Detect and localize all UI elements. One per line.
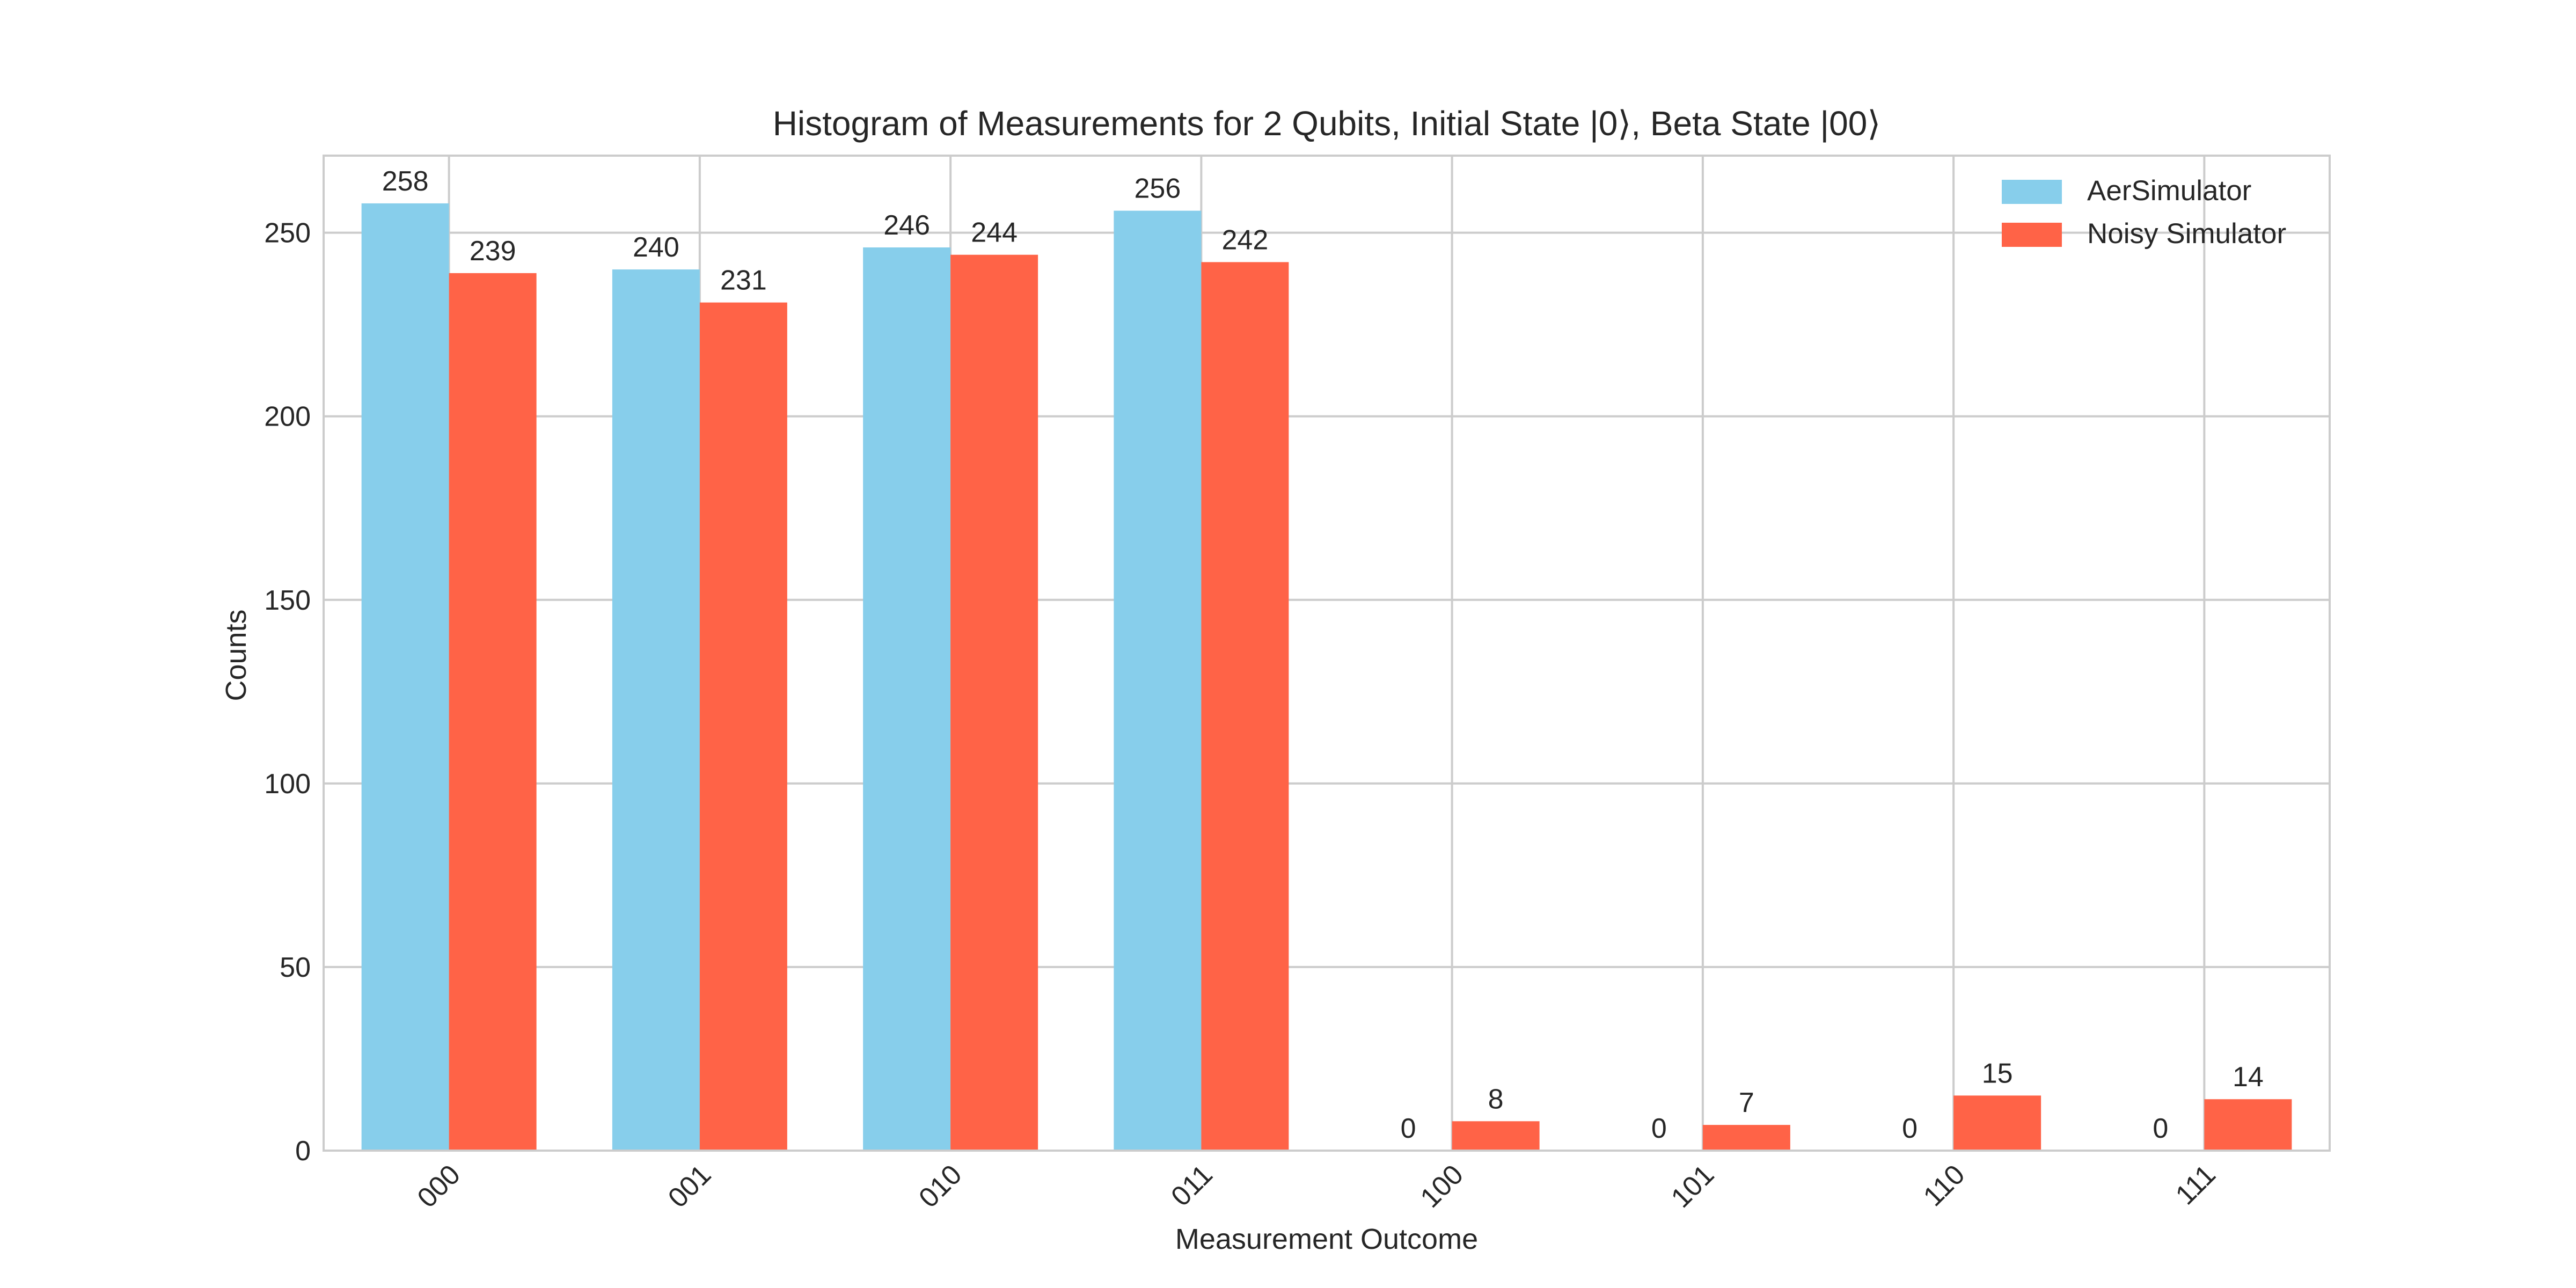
bar [361,203,449,1151]
bar-value-label: 246 [883,210,930,241]
x-tick-label: 010 [913,1159,968,1213]
plot-frame [323,155,2331,1152]
x-tick-label: 100 [1415,1159,1469,1213]
bar [2204,1099,2292,1151]
bar-value-label: 0 [1401,1113,1416,1144]
bars [361,203,2292,1151]
bar [863,247,951,1151]
bar-value-label: 7 [1739,1087,1754,1118]
bar-value-label: 240 [633,232,679,263]
chart-title: Histogram of Measurements for 2 Qubits, … [773,104,1881,143]
bar [612,269,700,1151]
bar-value-label: 8 [1488,1084,1504,1115]
bar-value-label: 0 [2153,1113,2168,1144]
bar [950,254,1038,1151]
legend-label: AerSimulator [2087,175,2251,207]
bar [1201,262,1289,1151]
legend-swatch [2002,223,2062,247]
bar-value-label: 15 [1982,1058,2013,1089]
legend: AerSimulator Noisy Simulator [2002,175,2286,250]
bar-value-label: 0 [1902,1113,1918,1144]
x-axis-label: Measurement Outcome [1175,1223,1478,1255]
bar-value-label: 244 [971,217,1018,248]
legend-label: Noisy Simulator [2087,218,2286,250]
x-tick-labels: 000 001 010 011 100 101 110 111 [412,1159,2222,1213]
bar [1114,210,1202,1151]
y-tick-label: 250 [264,218,311,249]
bar [1702,1125,1790,1151]
bar-value-label: 239 [470,236,516,267]
x-tick-label: 111 [2170,1159,2222,1211]
bar-value-label: 258 [382,166,429,197]
y-tick-label: 150 [264,585,311,616]
bar-value-label: 231 [720,265,767,296]
data-labels: 258 240 246 256 0 0 0 0 239 231 244 242 8 7 15 14 [382,166,2264,1144]
bar-value-label: 0 [1651,1113,1667,1144]
y-tick-label: 100 [264,769,311,800]
bar [1452,1121,1540,1151]
y-tick-label: 50 [280,952,311,983]
y-tick-label: 0 [295,1136,311,1167]
bar-value-label: 242 [1221,224,1268,255]
legend-swatch [2002,180,2062,204]
x-tick-label: 110 [1918,1159,1971,1212]
bar-value-label: 14 [2233,1062,2264,1093]
y-tick-label: 200 [264,401,311,433]
x-tick-label: 000 [412,1159,466,1213]
x-tick-label: 011 [1165,1159,1219,1212]
bar [449,273,537,1151]
x-tick-label: 101 [1665,1159,1720,1213]
bar [1953,1095,2041,1151]
bar-value-label: 256 [1134,173,1181,204]
y-tick-labels: 0 50 100 150 200 250 [264,218,311,1167]
bar [699,302,787,1151]
y-axis-label: Counts [220,609,252,701]
x-tick-label: 001 [662,1159,717,1213]
